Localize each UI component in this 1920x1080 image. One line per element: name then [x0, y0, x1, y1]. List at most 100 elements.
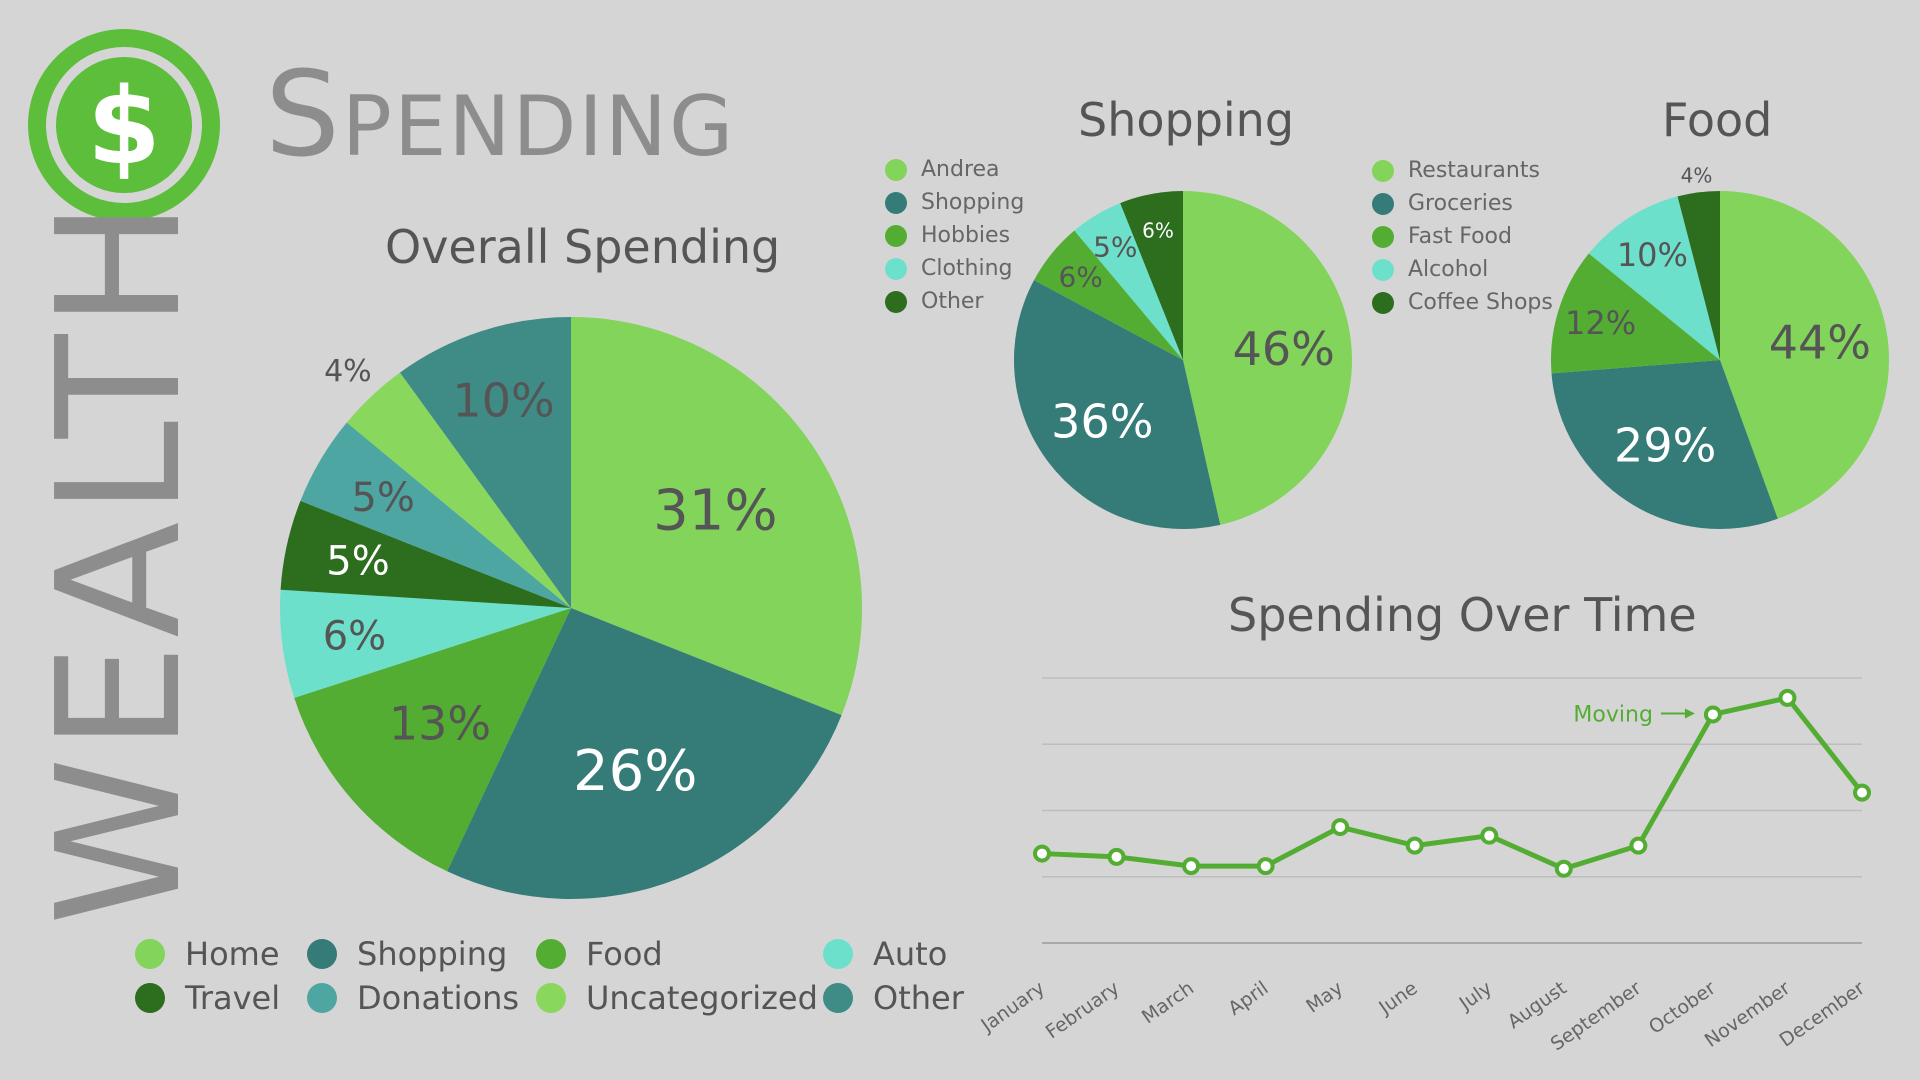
food-value-label: 10%: [1617, 236, 1688, 274]
shopping-legend-swatch: [885, 158, 907, 181]
overall-legend-item: Travel: [135, 979, 280, 1017]
line-chart-point: [1629, 836, 1648, 855]
food-slice-restaurants: [1720, 191, 1890, 519]
shopping-slice-clothing: [1074, 203, 1183, 360]
line-chart-point: [1778, 688, 1797, 707]
overall-legend-item: Shopping: [307, 935, 507, 973]
overall-slice-shopping: [447, 608, 842, 899]
overall-legend-swatch: [823, 939, 853, 969]
shopping-legend-item: Andrea: [885, 153, 1024, 186]
overall-legend-swatch: [307, 983, 337, 1013]
shopping-value-label: 6%: [1142, 219, 1174, 243]
food-legend-item: Coffee Shops: [1372, 286, 1553, 319]
shopping-legend-label: Shopping: [921, 190, 1025, 215]
line-chart-point: [1703, 705, 1722, 724]
overall-legend-item: Donations: [307, 979, 519, 1017]
overall-legend-label: Other: [873, 979, 964, 1017]
shopping-value-label: 6%: [1058, 261, 1102, 294]
overall-legend-label: Food: [586, 935, 663, 973]
line-chart-point: [1256, 857, 1275, 876]
overall-legend-label: Uncategorized: [586, 979, 818, 1017]
overall-legend-swatch: [536, 939, 566, 969]
food-slice-alcohol: [1588, 196, 1720, 360]
overall-legend: Home Shopping Food Auto Travel Donations Uncat…: [135, 935, 975, 1025]
food-legend-item: Alcohol: [1372, 253, 1553, 286]
food-value-label: 44%: [1769, 315, 1871, 369]
overall-legend-item: Auto: [823, 935, 947, 973]
line-chart-annotation: Moving: [1573, 702, 1652, 727]
overall-slice-travel: [280, 500, 571, 608]
shopping-legend-label: Other: [921, 289, 984, 314]
food-legend-item: Restaurants: [1372, 154, 1553, 187]
overall-value-label: 4%: [324, 354, 372, 389]
line-chart-point: [1554, 859, 1573, 878]
annotation-arrow-head: [1684, 708, 1695, 719]
food-legend-swatch: [1372, 192, 1394, 215]
line-chart-tick-label: August: [1504, 977, 1571, 1033]
shopping-legend-swatch: [885, 191, 907, 214]
line-chart-point: [1182, 857, 1201, 876]
overall-value-label: 5%: [351, 475, 414, 521]
line-chart-tick-label: December: [1776, 977, 1869, 1052]
shopping-value-label: 5%: [1093, 231, 1137, 264]
overall-legend-swatch: [135, 983, 165, 1013]
food-value-label: 29%: [1614, 418, 1716, 472]
line-chart-point: [1107, 847, 1126, 866]
food-slice-groceries: [1551, 360, 1778, 529]
line-chart-tick-label: March: [1138, 977, 1198, 1028]
food-chart-title: Food: [1662, 93, 1773, 147]
overall-chart-title: Overall Spending: [385, 220, 781, 274]
timeline-chart-title: Spending Over Time: [1228, 588, 1697, 642]
overall-legend-label: Travel: [185, 979, 281, 1017]
line-chart-tick-label: January: [976, 977, 1048, 1037]
overall-legend-swatch: [135, 939, 165, 969]
overall-legend-item: Food: [536, 935, 663, 973]
overall-slice-home: [571, 317, 862, 716]
shopping-legend-label: Clothing: [921, 256, 1013, 281]
overall-slice-donations: [300, 422, 571, 608]
shopping-legend-label: Andrea: [921, 157, 1000, 182]
line-chart-point: [1033, 844, 1051, 863]
food-legend-swatch: [1372, 159, 1394, 182]
shopping-legend-item: Hobbies: [885, 219, 1024, 252]
food-legend-label: Restaurants: [1408, 158, 1540, 183]
overall-slice-other: [399, 317, 571, 608]
overall-legend-label: Donations: [357, 979, 520, 1017]
food-legend-label: Fast Food: [1408, 224, 1512, 249]
overall-legend-swatch: [823, 983, 853, 1013]
shopping-legend-swatch: [885, 290, 907, 313]
overall-legend-item: Home: [135, 935, 280, 973]
food-legend-item: Fast Food: [1372, 220, 1553, 253]
page-title: Spending: [265, 45, 736, 183]
overall-legend-swatch: [536, 983, 566, 1013]
food-value-label: 12%: [1565, 304, 1636, 342]
shopping-legend-item: Shopping: [885, 186, 1024, 219]
food-legend: Restaurants Groceries Fast Food Alcohol Coff…: [1372, 154, 1553, 319]
dollar-logo-icon: $: [28, 29, 220, 221]
food-value-label: 4%: [1681, 164, 1713, 188]
food-slice-fast-food: [1551, 253, 1720, 374]
shopping-value-label: 46%: [1233, 322, 1335, 376]
line-chart-tick-label: June: [1374, 977, 1421, 1019]
shopping-slice-hobbies: [1034, 230, 1183, 360]
line-chart-point: [1331, 818, 1350, 837]
shopping-slice-shopping: [1014, 280, 1221, 529]
food-legend-label: Groceries: [1408, 191, 1513, 216]
line-chart-tick-label: February: [1042, 977, 1124, 1043]
shopping-slice-other: [1120, 191, 1183, 360]
food-slice-coffee-shops: [1677, 191, 1720, 360]
overall-legend-label: Home: [185, 935, 280, 973]
overall-legend-item: Uncategorized: [536, 979, 818, 1017]
food-legend-label: Alcohol: [1408, 257, 1489, 282]
shopping-chart-title: Shopping: [1078, 93, 1295, 147]
line-chart-tick-label: July: [1455, 977, 1496, 1015]
overall-value-label: 26%: [573, 739, 697, 804]
shopping-legend-label: Hobbies: [921, 223, 1011, 248]
line-chart-point: [1405, 836, 1424, 855]
overall-value-label: 13%: [389, 697, 491, 751]
shopping-legend-swatch: [885, 224, 907, 247]
overall-value-label: 31%: [653, 478, 777, 543]
